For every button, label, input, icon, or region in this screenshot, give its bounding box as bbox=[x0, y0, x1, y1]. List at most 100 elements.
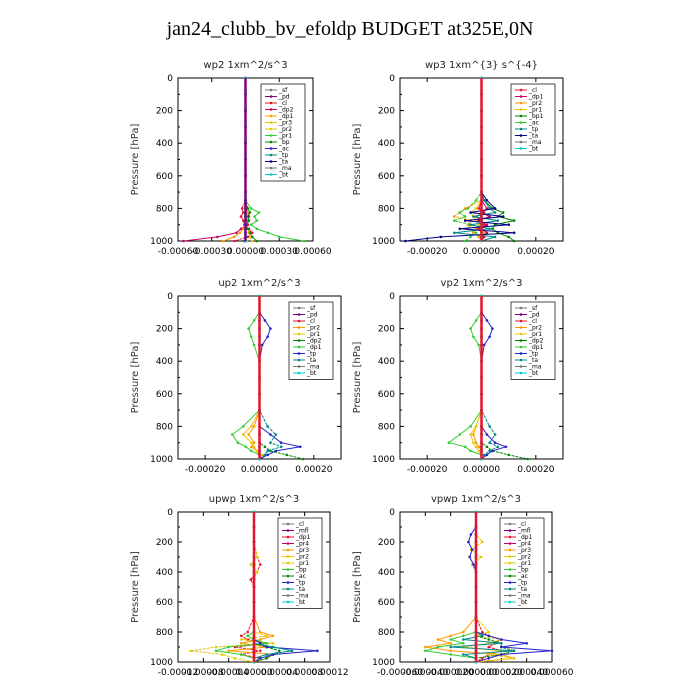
y-tick-label: 1000 bbox=[372, 237, 395, 247]
series-point-tp bbox=[482, 343, 486, 347]
legend-label: _pr2 bbox=[517, 554, 531, 561]
series-point-pr1 bbox=[472, 441, 475, 445]
legend-label: _cl bbox=[295, 521, 304, 528]
y-tick-label: 0 bbox=[389, 292, 395, 302]
series-point-dp1 bbox=[236, 441, 240, 445]
legend-marker bbox=[286, 542, 290, 545]
series-point-pr2 bbox=[474, 441, 478, 445]
y-tick-label: 0 bbox=[167, 74, 173, 84]
series-point-pr3 bbox=[240, 642, 243, 645]
legend-marker bbox=[286, 574, 290, 578]
series-point-pr1 bbox=[255, 449, 259, 453]
series-point-pr2 bbox=[487, 630, 491, 634]
series-point-tp bbox=[496, 219, 500, 222]
legend-marker bbox=[508, 555, 512, 558]
series-point-dp1 bbox=[252, 343, 256, 347]
y-axis-label: Pressure [hPa] bbox=[130, 342, 141, 414]
legend-label: _bt bbox=[528, 146, 539, 153]
legend-label: _bt bbox=[306, 370, 317, 377]
series-point-pr1 bbox=[249, 223, 253, 226]
series-point-pr2 bbox=[221, 653, 224, 656]
series-point-tp bbox=[488, 227, 491, 231]
series-point-tp bbox=[467, 540, 470, 544]
series-point-pr3 bbox=[449, 642, 453, 645]
legend-marker bbox=[286, 561, 290, 565]
series-point-bp bbox=[462, 642, 465, 645]
x-tick-label: 0.00000 bbox=[235, 668, 272, 678]
series-point-tp bbox=[493, 441, 497, 445]
legend-marker bbox=[269, 140, 273, 144]
series-point-pr1 bbox=[249, 207, 253, 210]
legend-label: _pr2 bbox=[528, 325, 542, 332]
series-point-pr2 bbox=[265, 634, 269, 638]
legend-label: _ac bbox=[517, 573, 528, 580]
series-point-dp1 bbox=[469, 425, 472, 428]
y-tick-label: 800 bbox=[156, 628, 173, 638]
series-point-ta bbox=[462, 653, 465, 656]
series-point-tp bbox=[266, 335, 269, 339]
series-point-tp bbox=[487, 657, 491, 660]
legend-marker bbox=[519, 147, 523, 150]
series-point-bp bbox=[462, 634, 465, 638]
series-point-pr2 bbox=[249, 563, 253, 566]
chart-panel-3: up2 1xm^2/s^3 Pressure [hPa] 0 200 400 600 800… bbox=[130, 278, 342, 475]
series-point-dp2 bbox=[263, 445, 267, 449]
legend-marker bbox=[519, 101, 523, 105]
legend-label: _sf bbox=[528, 305, 538, 312]
y-tick-label: 800 bbox=[156, 204, 173, 214]
series-point-dp2 bbox=[301, 457, 305, 461]
series-point-ac bbox=[487, 638, 491, 641]
legend-label: _pr2 bbox=[278, 126, 292, 133]
series-point-dp1 bbox=[481, 630, 484, 634]
legend-marker bbox=[297, 326, 301, 329]
panel-title: wp2 1xm^2/s^3 bbox=[203, 60, 287, 71]
legend-label: _pr3 bbox=[278, 120, 292, 127]
y-tick-label: 400 bbox=[378, 357, 395, 367]
series-point-pr1 bbox=[255, 227, 259, 231]
series-point-pr3 bbox=[259, 638, 262, 641]
series-point-pr1 bbox=[252, 445, 256, 449]
series-point-pr2 bbox=[472, 433, 475, 436]
y-tick-label: 200 bbox=[156, 107, 173, 117]
legend-label: _ta bbox=[295, 586, 305, 593]
series-point-dp1 bbox=[474, 319, 478, 322]
legend-marker bbox=[519, 88, 523, 92]
series-point-pr2 bbox=[252, 425, 256, 428]
series-point-ac bbox=[466, 207, 470, 210]
y-tick-label: 0 bbox=[389, 74, 395, 84]
series-point-tp bbox=[299, 445, 302, 449]
series-point-dp1 bbox=[240, 634, 243, 638]
series-point-tp bbox=[316, 649, 319, 653]
series-point-dp2 bbox=[182, 239, 185, 243]
series-point-pr3 bbox=[449, 634, 453, 638]
series-point-ta bbox=[507, 223, 511, 226]
x-tick-label: -0.00004 bbox=[208, 668, 249, 678]
legend-label: _tp bbox=[528, 126, 538, 133]
y-tick-label: 400 bbox=[378, 568, 395, 578]
legend-marker bbox=[269, 166, 273, 170]
series-point-pr3 bbox=[424, 645, 427, 649]
legend-marker bbox=[508, 542, 512, 545]
series-point-pr1 bbox=[255, 219, 259, 222]
legend-marker bbox=[508, 529, 512, 532]
series-point-ta bbox=[485, 199, 489, 202]
legend-marker bbox=[297, 371, 301, 375]
chart-panel-4: vp2 1xm^2/s^3 Pressure [hPa] 0 200 400 600 800… bbox=[352, 278, 564, 475]
series-point-tp bbox=[470, 548, 474, 551]
series-point-dp1 bbox=[242, 227, 245, 231]
legend-marker bbox=[519, 352, 523, 355]
series-point-cl bbox=[242, 219, 245, 222]
series-point-tp bbox=[482, 199, 486, 202]
series-point-tp bbox=[525, 642, 528, 645]
y-tick-label: 400 bbox=[378, 139, 395, 149]
series-point-tp bbox=[469, 223, 472, 226]
legend-label: _dp1 bbox=[528, 94, 544, 101]
series-point-dp1 bbox=[259, 649, 262, 653]
y-tick-label: 200 bbox=[156, 538, 173, 548]
legend-label: _bt bbox=[295, 599, 306, 606]
x-tick-label: 0.00008 bbox=[286, 668, 323, 678]
legend-label: _dp2 bbox=[528, 338, 544, 345]
legend-marker bbox=[519, 365, 523, 368]
series-point-pr1 bbox=[260, 453, 264, 457]
series-point-cl bbox=[477, 207, 481, 210]
